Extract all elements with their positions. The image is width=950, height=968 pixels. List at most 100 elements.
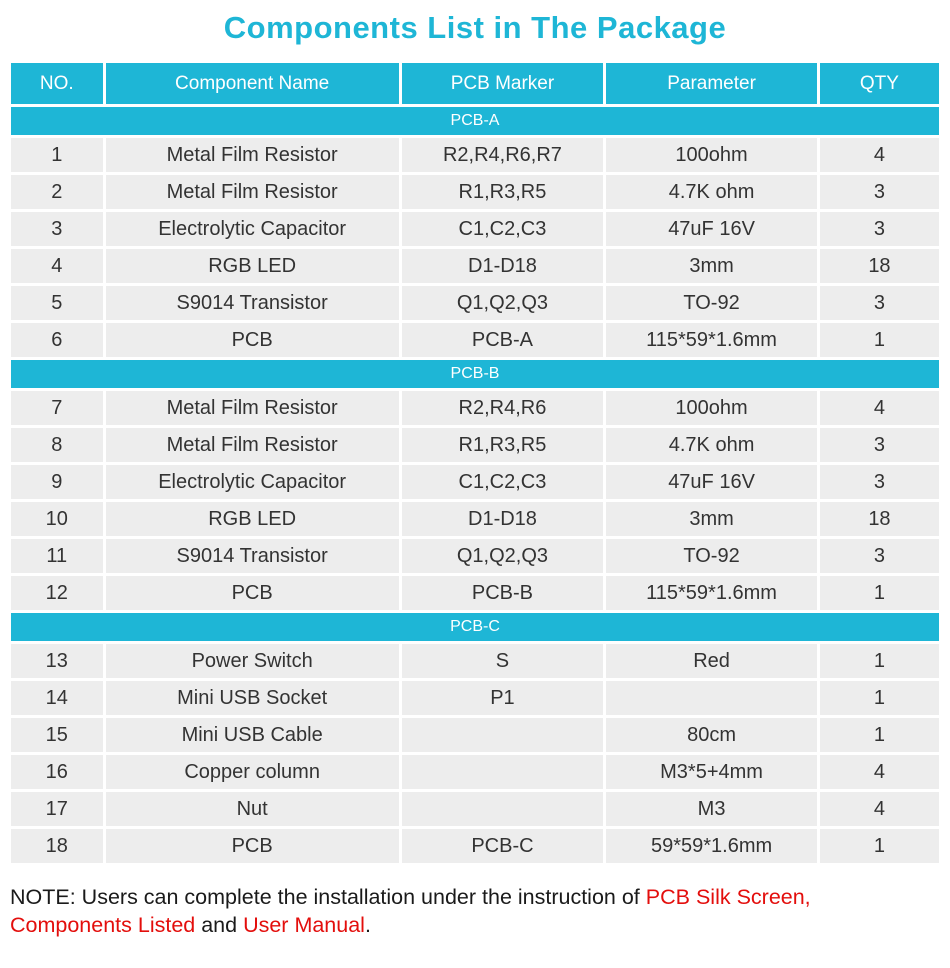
table-cell: 4 xyxy=(11,249,103,283)
table-cell: 4.7K ohm xyxy=(606,428,817,462)
note-highlight-components-listed: Components Listed xyxy=(10,912,196,937)
table-cell: 16 xyxy=(11,755,103,789)
column-header: QTY xyxy=(819,63,939,104)
table-row: 4 RGB LED D1-D18 3mm 18 xyxy=(11,249,939,283)
table-row: 1 Metal Film Resistor R2,R4,R6,R7 100ohm 4 xyxy=(11,138,939,172)
table-cell: 3 xyxy=(819,286,939,320)
table-row: 6 PCB PCB-A 115*59*1.6mm 1 xyxy=(11,323,939,357)
table-cell: 3mm xyxy=(606,502,817,536)
table-cell xyxy=(401,718,604,752)
section-row: PCB-A xyxy=(11,107,939,135)
table-cell: 3 xyxy=(819,465,939,499)
table-cell: R1,R3,R5 xyxy=(401,428,604,462)
table-cell: S9014 Transistor xyxy=(105,539,399,573)
table-cell: RGB LED xyxy=(105,249,399,283)
table-head: NO. Component Name PCB Marker Parameter QTY xyxy=(11,63,939,104)
column-header: Parameter xyxy=(606,63,817,104)
table-cell: 4 xyxy=(819,138,939,172)
table-cell: 18 xyxy=(11,829,103,863)
note-highlight-pcb-silk-screen: PCB Silk Screen, xyxy=(645,885,811,909)
table-row: 7 Metal Film Resistor R2,R4,R6 100ohm 4 xyxy=(11,391,939,425)
table-cell: 3 xyxy=(819,212,939,246)
section-label: PCB-C xyxy=(11,613,939,641)
table-cell xyxy=(401,792,604,826)
table-cell: Nut xyxy=(105,792,399,826)
table-cell: 80cm xyxy=(606,718,817,752)
table-cell: 17 xyxy=(11,792,103,826)
table-cell: 13 xyxy=(11,644,103,678)
column-header: PCB Marker xyxy=(401,63,604,104)
table-cell: C1,C2,C3 xyxy=(401,465,604,499)
table-cell: 1 xyxy=(11,138,103,172)
table-row: 15 Mini USB Cable 80cm 1 xyxy=(11,718,939,752)
table-cell: Power Switch xyxy=(105,644,399,678)
table-cell: 1 xyxy=(819,323,939,357)
table-cell: D1-D18 xyxy=(401,502,604,536)
table-cell: 1 xyxy=(819,644,939,678)
table-cell: 5 xyxy=(11,286,103,320)
table-cell: 1 xyxy=(819,718,939,752)
table-row: 18 PCB PCB-C 59*59*1.6mm 1 xyxy=(11,829,939,863)
table-cell: R2,R4,R6 xyxy=(401,391,604,425)
table-cell: Metal Film Resistor xyxy=(105,138,399,172)
table-cell: 1 xyxy=(819,829,939,863)
table-cell: Electrolytic Capacitor xyxy=(105,465,399,499)
table-cell: P1 xyxy=(401,681,604,715)
table-cell: Red xyxy=(606,644,817,678)
table-cell: 12 xyxy=(11,576,103,610)
section-row: PCB-C xyxy=(11,613,939,641)
table-cell: 4 xyxy=(819,792,939,826)
table-cell: Q1,Q2,Q3 xyxy=(401,539,604,573)
table-cell: 3 xyxy=(819,539,939,573)
page-title: Components List in The Package xyxy=(223,10,727,45)
table-cell: 4 xyxy=(819,391,939,425)
table-cell: 3mm xyxy=(606,249,817,283)
table-cell: 18 xyxy=(819,502,939,536)
table-cell: R2,R4,R6,R7 xyxy=(401,138,604,172)
table-cell: 3 xyxy=(819,428,939,462)
table-cell: 4 xyxy=(819,755,939,789)
table-cell: 10 xyxy=(11,502,103,536)
table-cell: 3 xyxy=(11,212,103,246)
table-cell: Metal Film Resistor xyxy=(105,391,399,425)
section-row: PCB-B xyxy=(11,360,939,388)
table-cell: 115*59*1.6mm xyxy=(606,576,817,610)
table-row: 12 PCB PCB-B 115*59*1.6mm 1 xyxy=(11,576,939,610)
components-table: NO. Component Name PCB Marker Parameter QTY … xyxy=(8,60,942,866)
table-cell: Mini USB Cable xyxy=(105,718,399,752)
note: NOTE: Users can complete the installatio… xyxy=(10,884,942,940)
table-cell: 14 xyxy=(11,681,103,715)
note-text-prefix: NOTE: Users can complete the installatio… xyxy=(10,885,646,909)
table-cell: S xyxy=(401,644,604,678)
table-cell: R1,R3,R5 xyxy=(401,175,604,209)
table-row: 11 S9014 Transistor Q1,Q2,Q3 TO-92 3 xyxy=(11,539,939,573)
table-cell: PCB xyxy=(105,323,399,357)
table-row: 3 Electrolytic Capacitor C1,C2,C3 47uF 16V 3 xyxy=(11,212,939,246)
table-cell: C1,C2,C3 xyxy=(401,212,604,246)
table-row: 16 Copper column M3*5+4mm 4 xyxy=(11,755,939,789)
table-cell: 3 xyxy=(819,175,939,209)
table-cell: PCB-A xyxy=(401,323,604,357)
table-cell: Copper column xyxy=(105,755,399,789)
table-row: 2 Metal Film Resistor R1,R3,R5 4.7K ohm 3 xyxy=(11,175,939,209)
table-cell: M3 xyxy=(606,792,817,826)
note-text-suffix: . xyxy=(364,912,371,937)
table-row: 14 Mini USB Socket P1 1 xyxy=(11,681,939,715)
table-cell: Metal Film Resistor xyxy=(105,175,399,209)
table-row: 10 RGB LED D1-D18 3mm 18 xyxy=(11,502,939,536)
table-row: 8 Metal Film Resistor R1,R3,R5 4.7K ohm 3 xyxy=(11,428,939,462)
section-label: PCB-B xyxy=(11,360,939,388)
section-label: PCB-A xyxy=(11,107,939,135)
table-cell: M3*5+4mm xyxy=(606,755,817,789)
table-cell: 1 xyxy=(819,681,939,715)
table-cell: 47uF 16V xyxy=(606,212,817,246)
table-cell: PCB xyxy=(105,829,399,863)
table-cell: 7 xyxy=(11,391,103,425)
table-cell: RGB LED xyxy=(105,502,399,536)
table-cell: Metal Film Resistor xyxy=(105,428,399,462)
table-cell: 11 xyxy=(11,539,103,573)
table-body: PCB-A 1 Metal Film Resistor R2,R4,R6,R7 100o… xyxy=(11,107,939,863)
table-cell: 15 xyxy=(11,718,103,752)
column-header: Component Name xyxy=(105,63,399,104)
